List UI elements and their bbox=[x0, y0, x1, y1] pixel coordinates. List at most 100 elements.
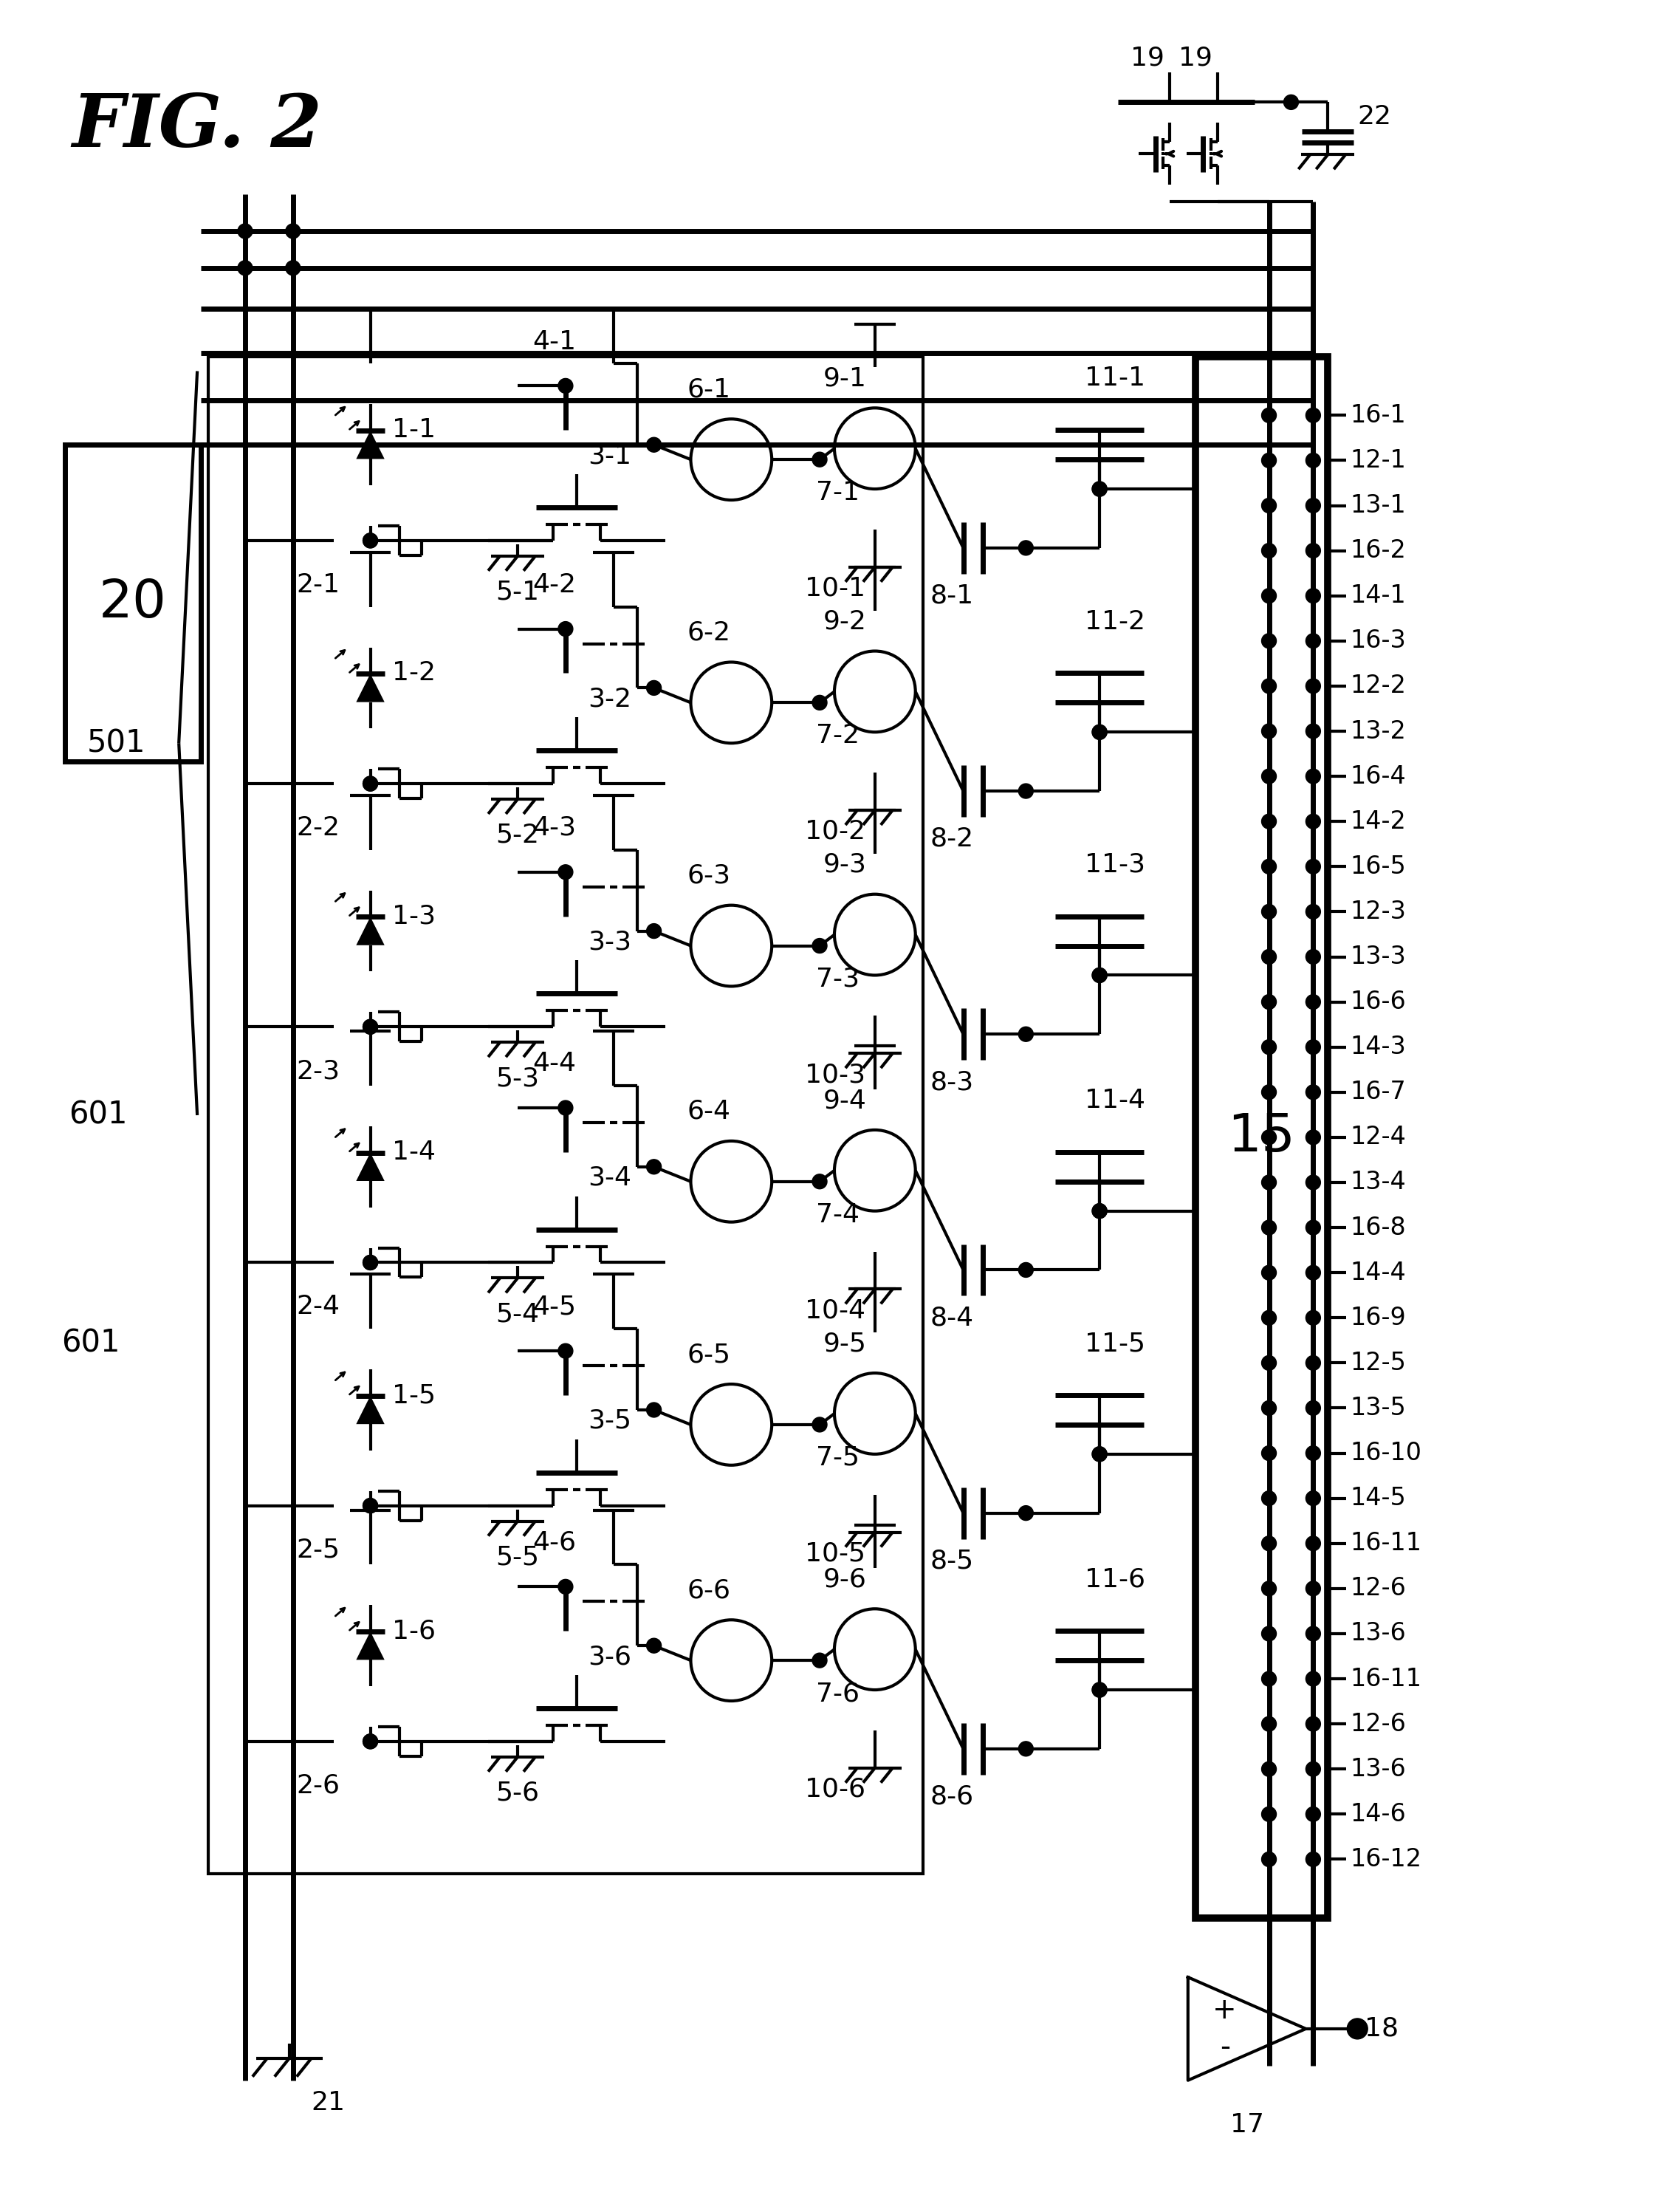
Circle shape bbox=[1092, 1447, 1107, 1462]
Text: 16-1: 16-1 bbox=[1350, 403, 1405, 427]
Circle shape bbox=[363, 1254, 378, 1270]
Text: 7-4: 7-4 bbox=[815, 1201, 860, 1228]
Text: 9-5: 9-5 bbox=[824, 1332, 867, 1356]
Text: 13-4: 13-4 bbox=[1350, 1170, 1405, 1194]
Circle shape bbox=[1306, 544, 1321, 557]
Circle shape bbox=[1092, 482, 1107, 495]
Circle shape bbox=[1019, 1506, 1034, 1520]
Text: 14-6: 14-6 bbox=[1350, 1803, 1405, 1827]
Circle shape bbox=[1306, 1356, 1321, 1369]
Circle shape bbox=[812, 695, 827, 710]
Text: 2-1: 2-1 bbox=[297, 573, 340, 597]
Bar bbox=[234, 372, 911, 1115]
Text: FIG. 2: FIG. 2 bbox=[71, 91, 321, 161]
Text: 5-2: 5-2 bbox=[495, 823, 540, 847]
Circle shape bbox=[1092, 1203, 1107, 1219]
Circle shape bbox=[1261, 453, 1276, 467]
Text: 12-2: 12-2 bbox=[1350, 675, 1407, 699]
Circle shape bbox=[1261, 1400, 1276, 1416]
Text: 5-4: 5-4 bbox=[495, 1301, 540, 1327]
Text: 16-11: 16-11 bbox=[1350, 1666, 1422, 1690]
Circle shape bbox=[1261, 1672, 1276, 1686]
Circle shape bbox=[1092, 969, 1107, 982]
Text: 2-4: 2-4 bbox=[297, 1294, 340, 1318]
Circle shape bbox=[1261, 1447, 1276, 1460]
Text: 601: 601 bbox=[61, 1327, 119, 1358]
Circle shape bbox=[1284, 95, 1299, 111]
Circle shape bbox=[1261, 1265, 1276, 1281]
Text: 7-6: 7-6 bbox=[815, 1681, 860, 1705]
Circle shape bbox=[1261, 544, 1276, 557]
Text: 16-5: 16-5 bbox=[1350, 854, 1405, 878]
Text: 11-6: 11-6 bbox=[1085, 1566, 1145, 1593]
Text: 3-2: 3-2 bbox=[588, 686, 631, 712]
Text: 3-5: 3-5 bbox=[588, 1409, 631, 1433]
Circle shape bbox=[363, 533, 378, 549]
Circle shape bbox=[1261, 1310, 1276, 1325]
Circle shape bbox=[1261, 588, 1276, 604]
Circle shape bbox=[812, 938, 827, 953]
Circle shape bbox=[363, 776, 378, 792]
Text: 12-6: 12-6 bbox=[1350, 1712, 1407, 1736]
Circle shape bbox=[1306, 633, 1321, 648]
Text: 10-3: 10-3 bbox=[805, 1062, 865, 1088]
Circle shape bbox=[1261, 1130, 1276, 1144]
Circle shape bbox=[1261, 1761, 1276, 1776]
Text: 6-3: 6-3 bbox=[688, 863, 731, 889]
Bar bbox=[209, 356, 923, 1874]
Circle shape bbox=[1306, 1717, 1321, 1732]
Text: 6-5: 6-5 bbox=[688, 1343, 731, 1367]
Text: 11-1: 11-1 bbox=[1085, 365, 1145, 392]
Text: 14-2: 14-2 bbox=[1350, 810, 1407, 834]
Text: 16-6: 16-6 bbox=[1350, 989, 1405, 1013]
Polygon shape bbox=[356, 1396, 384, 1425]
Text: 16-3: 16-3 bbox=[1350, 628, 1405, 653]
Text: 10-4: 10-4 bbox=[805, 1298, 865, 1323]
Circle shape bbox=[363, 1020, 378, 1035]
Circle shape bbox=[1261, 995, 1276, 1009]
Text: 5-3: 5-3 bbox=[495, 1066, 540, 1091]
Circle shape bbox=[1261, 858, 1276, 874]
Circle shape bbox=[1261, 1626, 1276, 1641]
Text: +: + bbox=[1213, 1995, 1236, 2024]
Text: 601: 601 bbox=[68, 1099, 128, 1130]
Circle shape bbox=[1306, 1130, 1321, 1144]
Text: 7-1: 7-1 bbox=[815, 480, 860, 504]
Circle shape bbox=[1261, 1040, 1276, 1055]
Circle shape bbox=[1306, 1400, 1321, 1416]
Text: 12-1: 12-1 bbox=[1350, 449, 1407, 473]
Circle shape bbox=[1306, 1626, 1321, 1641]
Text: 12-6: 12-6 bbox=[1350, 1577, 1407, 1601]
Circle shape bbox=[285, 223, 300, 239]
Text: 4-4: 4-4 bbox=[532, 1051, 577, 1077]
Circle shape bbox=[1019, 1026, 1034, 1042]
Circle shape bbox=[1306, 858, 1321, 874]
Text: 6-6: 6-6 bbox=[688, 1577, 731, 1604]
Circle shape bbox=[646, 925, 661, 938]
Circle shape bbox=[1306, 588, 1321, 604]
Text: 5-1: 5-1 bbox=[495, 580, 540, 604]
Circle shape bbox=[1261, 498, 1276, 513]
Text: 16-8: 16-8 bbox=[1350, 1214, 1405, 1239]
Circle shape bbox=[1092, 1683, 1107, 1697]
Circle shape bbox=[812, 1418, 827, 1431]
Text: 3-1: 3-1 bbox=[588, 442, 631, 469]
Circle shape bbox=[1306, 407, 1321, 422]
Circle shape bbox=[1261, 949, 1276, 964]
Text: 1-1: 1-1 bbox=[393, 418, 436, 442]
Circle shape bbox=[1347, 2017, 1367, 2039]
Circle shape bbox=[1261, 679, 1276, 692]
Text: 6-4: 6-4 bbox=[688, 1099, 731, 1124]
Text: 1-2: 1-2 bbox=[393, 661, 436, 686]
Text: 8-4: 8-4 bbox=[930, 1305, 974, 1329]
Circle shape bbox=[237, 223, 252, 239]
Circle shape bbox=[1306, 1265, 1321, 1281]
Circle shape bbox=[1261, 633, 1276, 648]
Text: 2-2: 2-2 bbox=[297, 816, 340, 841]
Text: 14-5: 14-5 bbox=[1350, 1486, 1405, 1511]
Circle shape bbox=[1306, 770, 1321, 783]
Circle shape bbox=[558, 1579, 573, 1595]
Circle shape bbox=[1306, 498, 1321, 513]
Text: 8-5: 8-5 bbox=[930, 1548, 974, 1573]
Circle shape bbox=[237, 261, 252, 274]
